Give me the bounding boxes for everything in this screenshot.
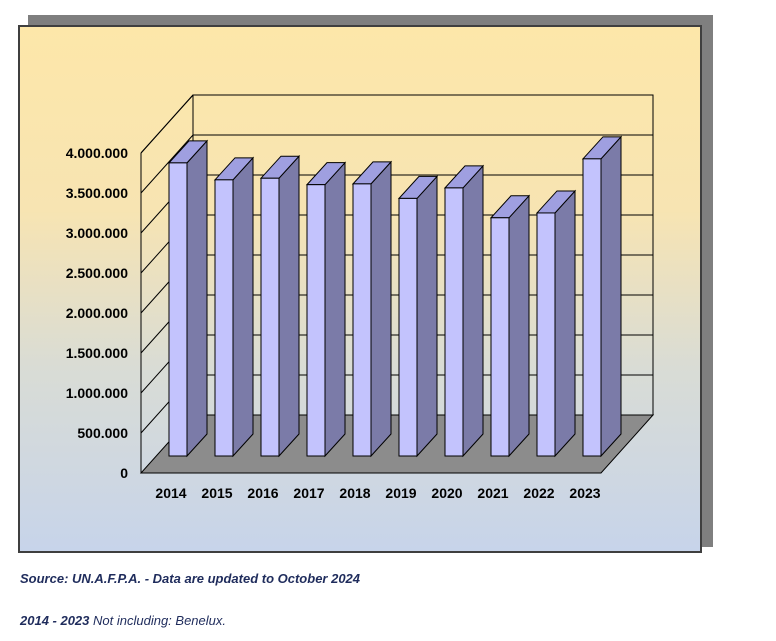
gridline-side	[140, 134, 194, 194]
bar-front	[490, 217, 510, 457]
bar	[397, 175, 439, 458]
bar	[259, 154, 301, 458]
y-tick-label: 0	[120, 465, 128, 481]
x-tick-label: 2021	[477, 485, 508, 501]
y-tick-label: 3.500.000	[66, 185, 128, 201]
bar-side	[186, 139, 208, 458]
y-tick-label: 3.000.000	[66, 225, 128, 241]
bar-front	[214, 179, 234, 457]
bar-front	[398, 197, 418, 457]
bar-front	[306, 184, 326, 457]
bar	[213, 156, 255, 458]
y-axis-ticks: 0 500.000 1.000.000 1.500.000 2.000.000 2.500…	[66, 145, 129, 481]
y-tick-label: 1.500.000	[66, 345, 128, 361]
bar-front	[536, 212, 556, 457]
bar-side	[278, 154, 300, 458]
coverage-text: Not including: Benelux.	[89, 613, 226, 628]
bar-front	[444, 187, 464, 457]
x-tick-label: 2018	[339, 485, 370, 501]
x-tick-label: 2016	[247, 485, 278, 501]
x-axis-labels: 2014 2015 2016 2017 2018 2019 2020 2021 2022 2023	[155, 485, 600, 501]
chart-bars	[167, 135, 623, 458]
x-tick-label: 2019	[385, 485, 416, 501]
x-tick-label: 2022	[523, 485, 554, 501]
y-tick-label: 2.000.000	[66, 305, 128, 321]
gridline-side	[140, 94, 194, 154]
source-text: Source: UN.A.F.P.A. - Data are updated t…	[20, 571, 361, 586]
y-tick-label: 1.000.000	[66, 385, 128, 401]
bar	[489, 194, 531, 458]
bar-front	[168, 162, 188, 457]
y-tick-label: 4.000.000	[66, 145, 128, 161]
bar	[351, 160, 393, 458]
y-tick-label: 500.000	[77, 425, 128, 441]
bar	[581, 135, 623, 458]
x-tick-label: 2014	[155, 485, 186, 501]
bar-side	[554, 189, 576, 458]
bar-side	[232, 156, 254, 458]
bar-side	[416, 175, 438, 458]
bar-side	[324, 161, 346, 458]
x-tick-label: 2017	[293, 485, 324, 501]
bar	[167, 139, 209, 458]
x-tick-label: 2023	[569, 485, 600, 501]
bar-side	[370, 160, 392, 458]
bar-side	[600, 135, 622, 458]
bar	[305, 161, 347, 458]
bar-front	[352, 183, 372, 457]
bar-side	[462, 164, 484, 458]
bar-side	[508, 194, 530, 458]
bar-front	[582, 158, 602, 457]
x-tick-label: 2020	[431, 485, 462, 501]
coverage-years: 2014 - 2023	[20, 613, 90, 628]
bar-front	[260, 177, 280, 457]
bar	[443, 164, 485, 458]
y-tick-label: 2.500.000	[66, 265, 128, 281]
x-tick-label: 2015	[201, 485, 232, 501]
coverage-note: 2014 - 2023 Not including: Benelux.	[20, 613, 226, 628]
bar	[535, 189, 577, 458]
source-note: Source: UN.A.F.P.A. - Data are updated t…	[20, 571, 360, 586]
